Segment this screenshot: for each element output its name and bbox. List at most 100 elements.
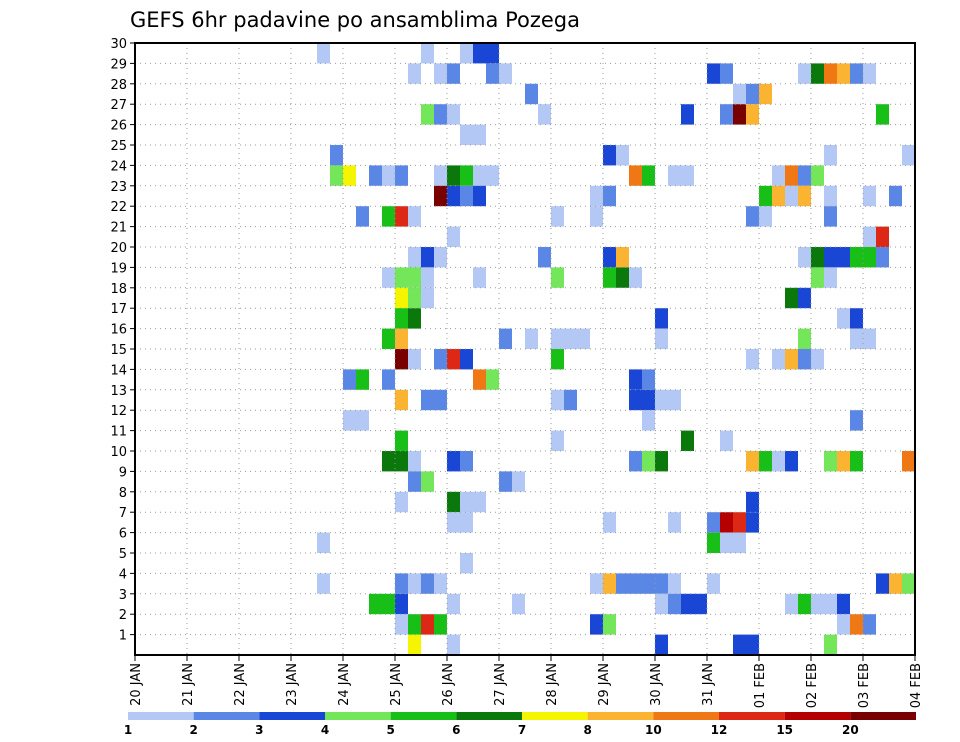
heatmap-cell (655, 451, 668, 472)
heatmap-cell (824, 593, 837, 615)
y-axis-ticks: 1234567891011121314151617181920212223242… (110, 37, 135, 644)
heatmap-cell (902, 451, 915, 472)
heatmap-cell (642, 389, 655, 411)
heatmap-cell (382, 593, 395, 615)
heatmap-cell (395, 308, 408, 329)
heatmap-cell (837, 308, 850, 329)
heatmap-cell (538, 104, 551, 125)
heatmap-cell (863, 185, 876, 207)
x-tick-label: 31 JAN (701, 663, 716, 706)
y-tick-label: 2 (119, 608, 127, 623)
x-tick-label: 02 FEB (805, 663, 820, 708)
heatmap-cell (408, 451, 421, 472)
heatmap-cell (590, 206, 603, 227)
heatmap-cell (447, 593, 460, 615)
heatmap-cell (798, 165, 811, 186)
colorbar-label: 3 (255, 723, 263, 737)
heatmap-cell (720, 104, 733, 125)
heatmap-cell (642, 369, 655, 390)
heatmap-cell (889, 185, 902, 207)
colorbar-swatch (719, 712, 785, 720)
heatmap-cell (395, 451, 408, 472)
heatmap-cell (733, 634, 746, 655)
heatmap-cell (772, 349, 785, 370)
heatmap-cell (824, 185, 837, 207)
y-tick-label: 7 (119, 506, 127, 521)
heatmap-cell (421, 389, 434, 411)
heatmap-cell (655, 593, 668, 615)
y-tick-label: 19 (110, 261, 127, 276)
colorbar-swatch (456, 712, 522, 720)
y-tick-label: 29 (110, 57, 127, 72)
heatmap-cell (551, 430, 564, 451)
colorbar-swatch (390, 712, 457, 720)
y-tick-label: 25 (110, 139, 127, 154)
heatmap-cell (746, 512, 759, 533)
colorbar-swatch (784, 712, 851, 720)
heatmap-cell (317, 43, 330, 64)
heatmap-cell (629, 369, 642, 390)
x-tick-label: 26 JAN (441, 663, 456, 706)
y-tick-label: 22 (110, 200, 127, 215)
heatmap-cell (707, 532, 720, 553)
heatmap-cell (876, 226, 889, 247)
heatmap-cell (642, 165, 655, 186)
heatmap-cell (681, 165, 694, 186)
heatmap-cell (343, 410, 356, 431)
x-tick-label: 21 JAN (181, 663, 196, 706)
heatmap-cell (655, 634, 668, 655)
heatmap-cell (317, 532, 330, 553)
y-tick-label: 11 (110, 425, 127, 440)
heatmap-cell (499, 471, 512, 492)
heatmap-cell (850, 63, 863, 84)
heatmap-cell (785, 165, 798, 186)
y-tick-label: 16 (110, 323, 127, 338)
heatmap-cell (655, 308, 668, 329)
heatmap-cell (772, 185, 785, 207)
heatmap-cell (408, 308, 421, 329)
x-tick-label: 03 FEB (857, 663, 872, 708)
heatmap-cell (616, 267, 629, 288)
heatmap-cell (434, 104, 447, 125)
heatmap-cell (603, 614, 616, 635)
heatmap-cell (421, 247, 434, 268)
heatmap-cell (317, 573, 330, 594)
heatmap-cell (395, 593, 408, 615)
heatmap-cell (603, 145, 616, 166)
heatmap-cell (603, 512, 616, 533)
heatmap-cell (395, 349, 408, 370)
heatmap-cell (590, 573, 603, 594)
heatmap-cell (447, 349, 460, 370)
heatmap-cell (655, 573, 668, 594)
heatmap-cell (395, 389, 408, 411)
y-tick-label: 28 (110, 78, 127, 93)
heatmap-cell (772, 165, 785, 186)
heatmap-cell (876, 104, 889, 125)
heatmap-cell (330, 145, 343, 166)
heatmap-cell (473, 267, 486, 288)
y-tick-label: 30 (110, 37, 127, 52)
heatmap-cell (824, 267, 837, 288)
heatmap-cell (811, 349, 824, 370)
heatmap-cell (421, 267, 434, 288)
heatmap-cell (785, 593, 798, 615)
colorbar-label: 20 (842, 723, 859, 737)
heatmap-cell (395, 206, 408, 227)
heatmap-cell (356, 369, 369, 390)
heatmap-cell (785, 451, 798, 472)
heatmap-cell (863, 63, 876, 84)
heatmap-cell (447, 185, 460, 207)
heatmap-cell (395, 287, 408, 309)
y-tick-label: 12 (110, 404, 127, 419)
heatmap-cell (486, 43, 499, 64)
heatmap-cell (447, 104, 460, 125)
heatmap-cell (707, 573, 720, 594)
heatmap-cell (551, 389, 564, 411)
heatmap-cell (733, 83, 746, 105)
heatmap-cell (863, 226, 876, 247)
heatmap-cell (785, 287, 798, 309)
heatmap-cell (811, 247, 824, 268)
heatmap-cell (642, 410, 655, 431)
heatmap-cell (369, 165, 382, 186)
heatmap-cell (447, 226, 460, 247)
